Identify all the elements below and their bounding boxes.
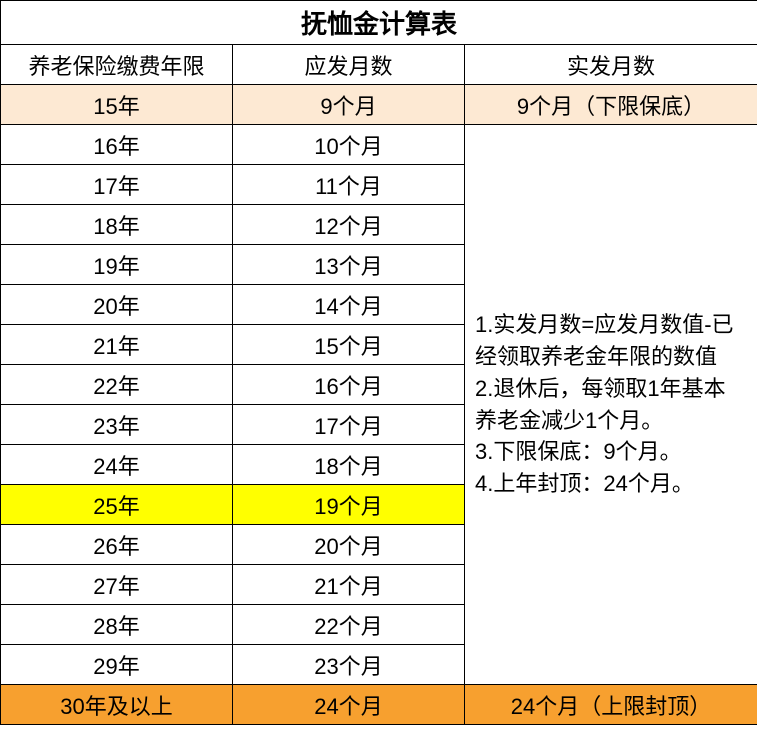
header-years: 养老保险缴费年限 xyxy=(1,45,233,85)
cell-years: 25年 xyxy=(1,485,233,525)
cell-years: 30年及以上 xyxy=(1,685,233,725)
table-title: 抚恤金计算表 xyxy=(1,1,757,45)
cell-years: 22年 xyxy=(1,365,233,405)
cell-years: 16年 xyxy=(1,125,233,165)
cell-due: 11个月 xyxy=(233,165,465,205)
note-line: 3.下限保底：9个月。 xyxy=(475,436,747,468)
cell-due: 9个月 xyxy=(233,85,465,125)
cell-due: 10个月 xyxy=(233,125,465,165)
cell-due: 15个月 xyxy=(233,325,465,365)
header-row: 养老保险缴费年限 应发月数 实发月数 xyxy=(1,45,757,85)
cell-due: 24个月 xyxy=(233,685,465,725)
table-row: 16年 10个月 1.实发月数=应发月数值-已经领取养老金年限的数值 2.退休后… xyxy=(1,125,757,165)
note-line: 2.退休后，每领取1年基本养老金减少1个月。 xyxy=(475,373,747,437)
cell-due: 22个月 xyxy=(233,605,465,645)
cell-years: 24年 xyxy=(1,445,233,485)
cell-years: 27年 xyxy=(1,565,233,605)
cell-years: 29年 xyxy=(1,645,233,685)
title-row: 抚恤金计算表 xyxy=(1,1,757,45)
pension-calculation-table: 抚恤金计算表 养老保险缴费年限 应发月数 实发月数 15年 9个月 9个月（下限… xyxy=(0,0,757,725)
note-line: 1.实发月数=应发月数值-已经领取养老金年限的数值 xyxy=(475,309,747,373)
notes-cell: 1.实发月数=应发月数值-已经领取养老金年限的数值 2.退休后，每领取1年基本养… xyxy=(465,125,757,685)
cell-years: 23年 xyxy=(1,405,233,445)
cell-years: 21年 xyxy=(1,325,233,365)
cell-due: 21个月 xyxy=(233,565,465,605)
cell-actual: 9个月（下限保底） xyxy=(465,85,757,125)
cell-actual: 24个月（上限封顶） xyxy=(465,685,757,725)
cell-due: 20个月 xyxy=(233,525,465,565)
cell-years: 28年 xyxy=(1,605,233,645)
cell-due: 19个月 xyxy=(233,485,465,525)
table-row: 15年 9个月 9个月（下限保底） xyxy=(1,85,757,125)
cell-years: 26年 xyxy=(1,525,233,565)
cell-years: 20年 xyxy=(1,285,233,325)
cell-years: 15年 xyxy=(1,85,233,125)
cell-years: 17年 xyxy=(1,165,233,205)
cell-years: 18年 xyxy=(1,205,233,245)
cell-due: 23个月 xyxy=(233,645,465,685)
table-row: 30年及以上 24个月 24个月（上限封顶） xyxy=(1,685,757,725)
pension-table-container: 抚恤金计算表 养老保险缴费年限 应发月数 实发月数 15年 9个月 9个月（下限… xyxy=(0,0,757,725)
cell-due: 18个月 xyxy=(233,445,465,485)
cell-due: 14个月 xyxy=(233,285,465,325)
cell-due: 16个月 xyxy=(233,365,465,405)
cell-due: 17个月 xyxy=(233,405,465,445)
note-line: 4.上年封顶：24个月。 xyxy=(475,468,747,500)
cell-due: 12个月 xyxy=(233,205,465,245)
header-actual-months: 实发月数 xyxy=(465,45,757,85)
cell-years: 19年 xyxy=(1,245,233,285)
header-due-months: 应发月数 xyxy=(233,45,465,85)
cell-due: 13个月 xyxy=(233,245,465,285)
